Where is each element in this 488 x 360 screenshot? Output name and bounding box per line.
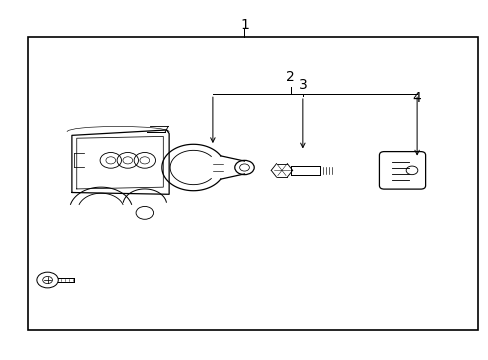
Text: 2: 2 [286, 69, 294, 84]
Text: 4: 4 [412, 91, 421, 105]
Text: 3: 3 [298, 78, 306, 93]
Bar [28, 37, 477, 330]
Text: 1: 1 [240, 18, 248, 32]
